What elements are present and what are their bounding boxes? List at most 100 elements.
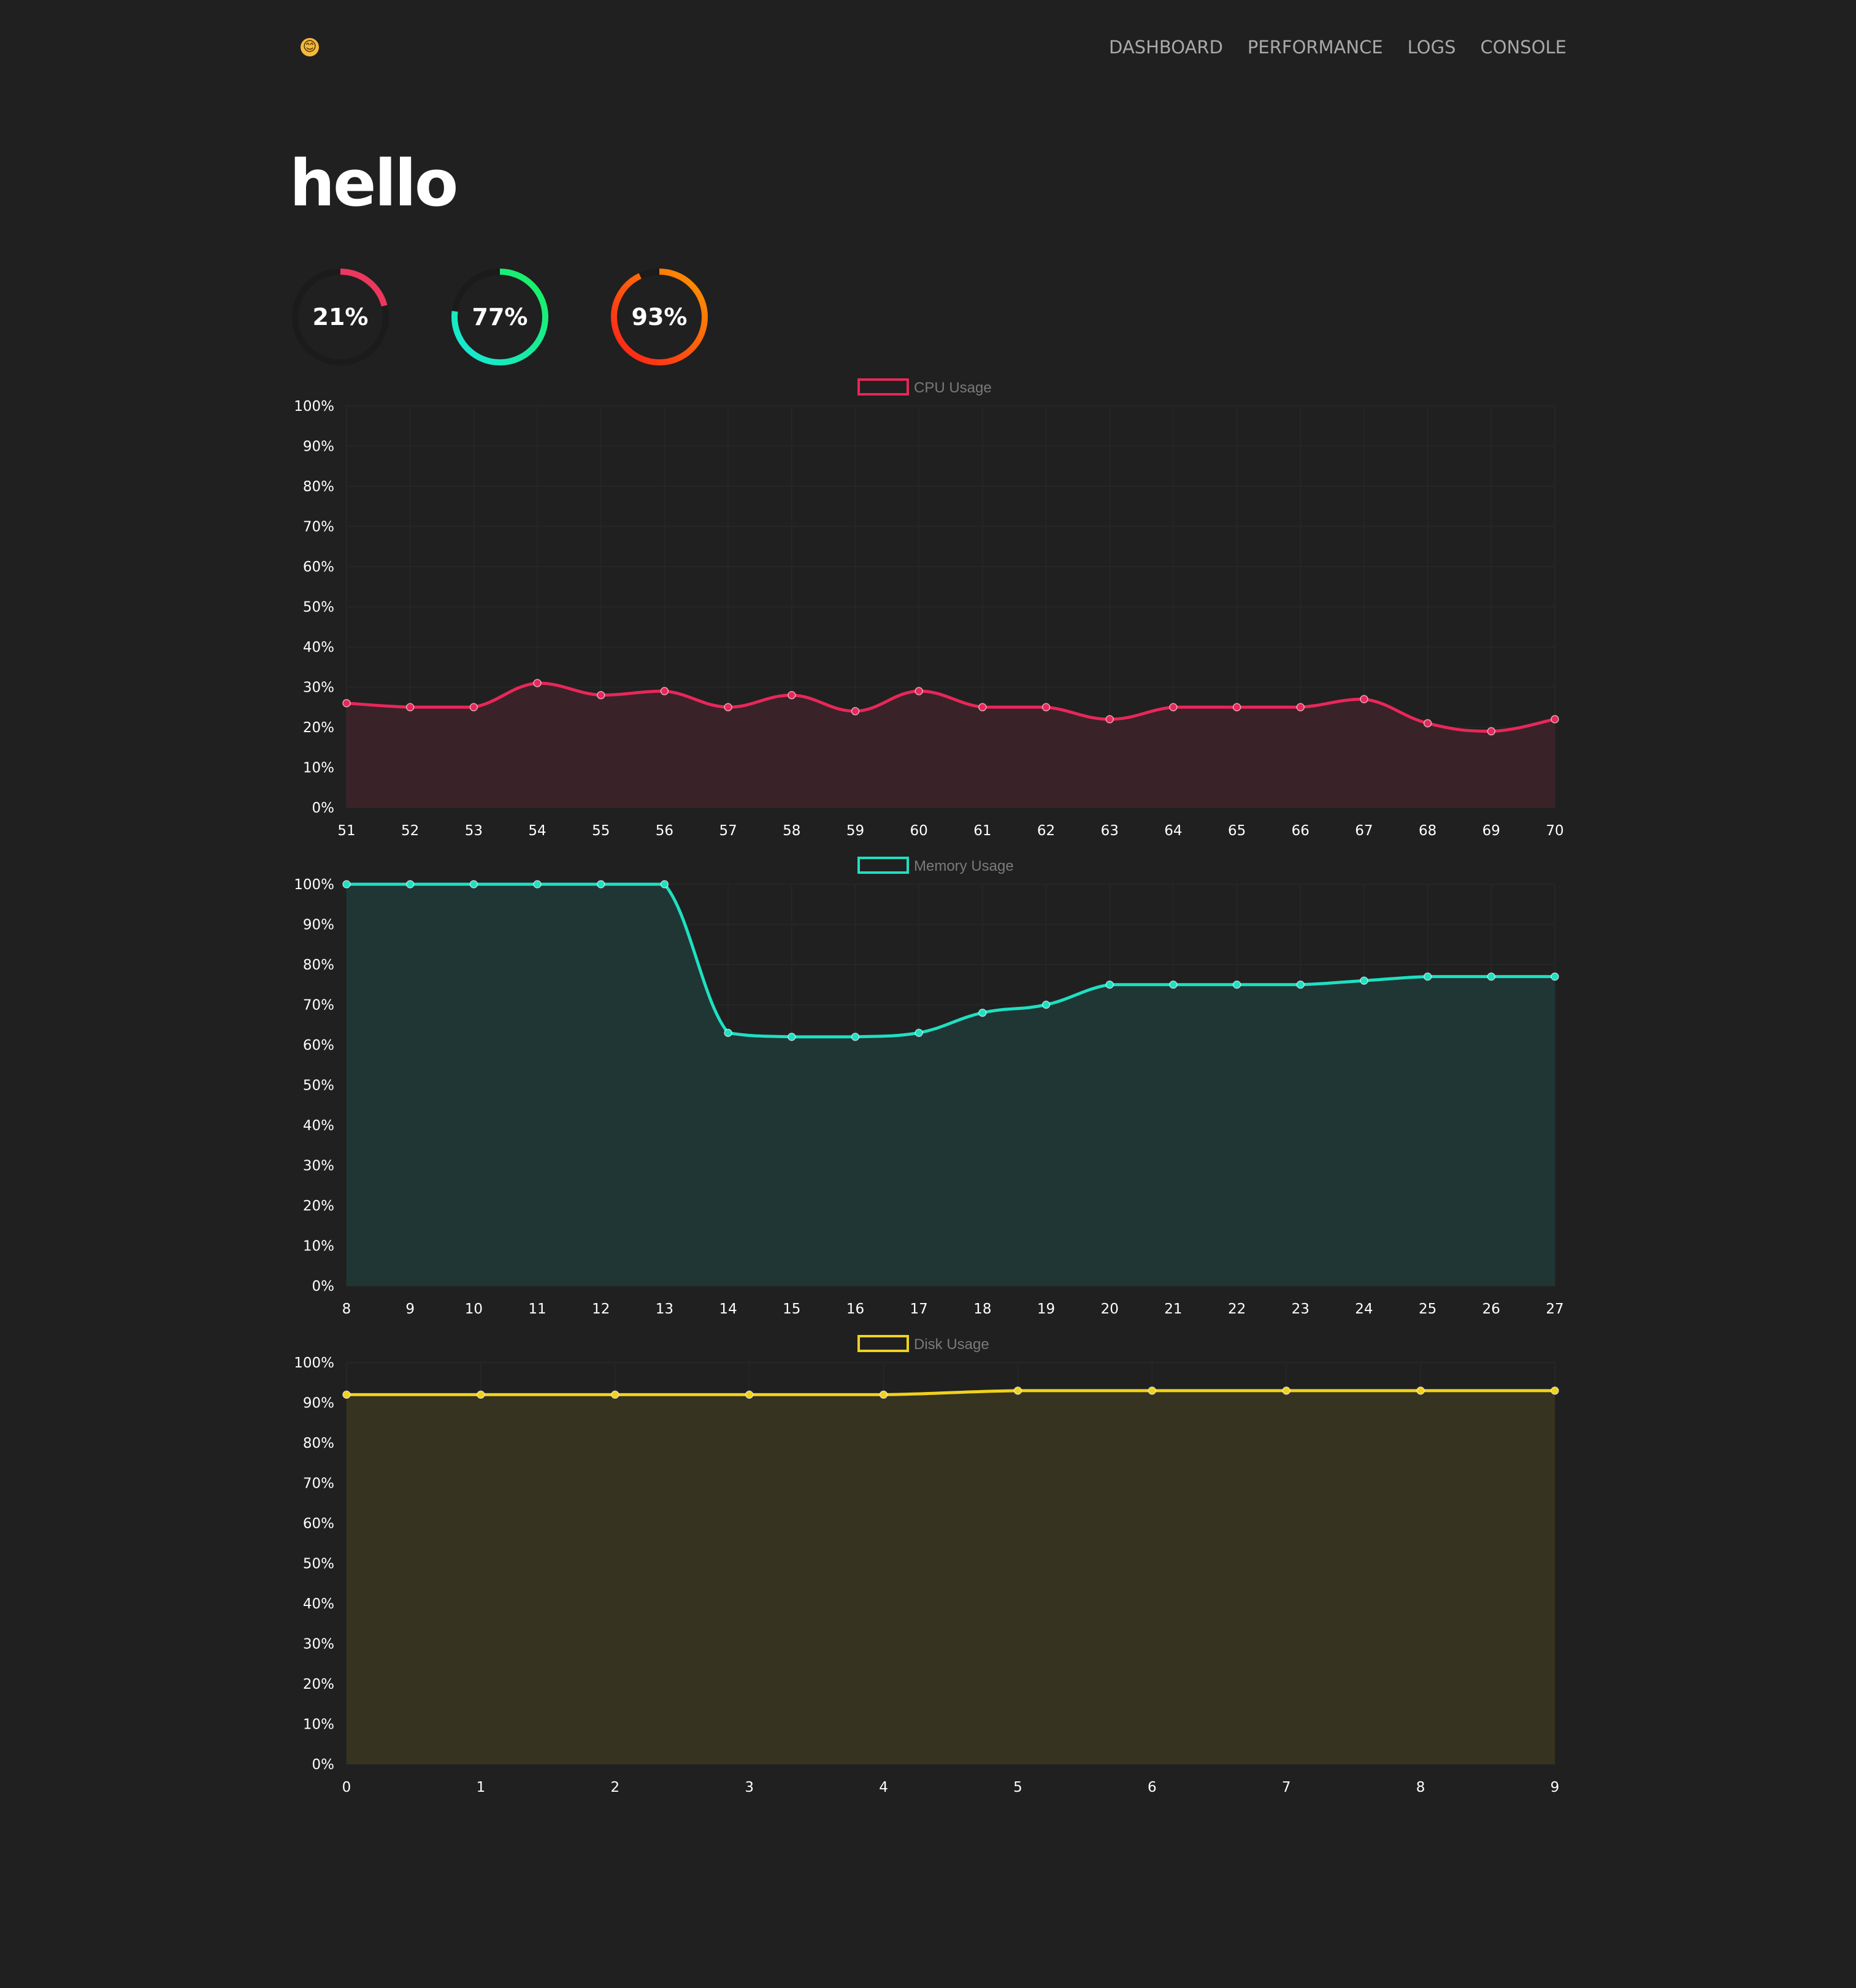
data-point [660, 687, 669, 695]
x-tick-label: 52 [401, 823, 419, 839]
gauge-memory: 77% [448, 265, 552, 369]
y-tick-label: 20% [303, 720, 334, 736]
gauge-memory-ring [451, 269, 548, 365]
x-tick-label: 18 [973, 1301, 991, 1317]
data-point [660, 880, 669, 889]
series-line [346, 681, 1555, 733]
data-point [342, 1390, 351, 1399]
nav-console[interactable]: CONSOLE [1480, 37, 1566, 58]
top-nav: DASHBOARD PERFORMANCE LOGS CONSOLE [1109, 37, 1566, 58]
data-point [1232, 703, 1241, 711]
data-point [915, 1028, 923, 1038]
x-tick-label: 8 [1416, 1780, 1425, 1795]
x-tick-label: 21 [1164, 1301, 1182, 1317]
y-tick-label: 50% [303, 1556, 334, 1572]
data-point [1360, 976, 1368, 985]
x-tick-label: 26 [1482, 1301, 1500, 1317]
y-tick-label: 100% [294, 1355, 334, 1371]
nav-performance[interactable]: PERFORMANCE [1247, 37, 1383, 58]
x-tick-label: 59 [846, 823, 864, 839]
y-tick-label: 40% [303, 1596, 334, 1612]
x-tick-label: 54 [528, 823, 546, 839]
y-tick-label: 20% [303, 1676, 334, 1692]
legend-label: CPU Usage [914, 380, 992, 396]
x-tick-label: 63 [1101, 823, 1119, 839]
data-point [405, 880, 415, 889]
y-tick-label: 80% [303, 1436, 334, 1451]
x-tick-label: 66 [1292, 823, 1310, 839]
x-tick-label: 62 [1037, 823, 1055, 839]
x-tick-label: 4 [879, 1780, 888, 1795]
series-line [347, 882, 1555, 1039]
data-point [724, 1028, 732, 1038]
data-point [1487, 972, 1496, 981]
y-tick-label: 30% [303, 1158, 334, 1174]
y-tick-label: 80% [303, 957, 334, 973]
x-tick-label: 19 [1037, 1301, 1055, 1317]
x-tick-label: 16 [846, 1301, 864, 1317]
memory-usage-chart-svg: Memory Usage100%90%80%70%60%50%40%30%20%… [294, 857, 1564, 1317]
y-tick-label: 70% [303, 1476, 334, 1492]
y-tick-label: 0% [312, 1279, 335, 1294]
legend-label: Disk Usage [914, 1336, 989, 1353]
data-point [533, 679, 542, 687]
cpu-usage-chart: CPU Usage 100% 90% 80% 70% 60% 50% 40% 30% 20% 10%… [282, 371, 1570, 843]
y-tick-label: 50% [303, 600, 334, 616]
legend-label: Memory Usage [914, 858, 1014, 874]
data-point [1551, 715, 1559, 724]
series-line [347, 1389, 1555, 1396]
y-tick-label: 100% [294, 399, 334, 415]
data-point [469, 703, 478, 711]
gauge-arc [611, 269, 708, 365]
disk-usage-chart-svg: Disk Usage100%90%80%70%60%50%40%30%20%10… [294, 1335, 1559, 1795]
data-point [724, 703, 732, 711]
data-point [1416, 1386, 1425, 1395]
data-point [596, 690, 605, 700]
x-tick-label: 55 [592, 823, 610, 839]
x-tick-label: 15 [783, 1301, 800, 1317]
y-tick-label: 90% [303, 439, 334, 455]
x-tick-label: 70 [1546, 823, 1563, 839]
x-tick-label: 24 [1355, 1301, 1373, 1317]
y-tick-label: 70% [303, 998, 334, 1014]
data-point [1487, 727, 1496, 736]
gauge-memory-label: 77% [472, 304, 528, 331]
data-point [1232, 981, 1241, 989]
data-point [1105, 981, 1114, 989]
series-area [347, 682, 1555, 808]
data-point [342, 698, 351, 708]
page-title: hello [290, 146, 458, 221]
gauge-arc [451, 269, 548, 365]
nav-dashboard[interactable]: DASHBOARD [1109, 37, 1223, 58]
y-tick-label: 20% [303, 1198, 334, 1214]
nav-logs[interactable]: LOGS [1407, 37, 1456, 58]
legend-swatch [857, 1335, 909, 1352]
data-point [851, 1033, 860, 1041]
x-tick-label: 61 [973, 823, 991, 839]
data-point [978, 1008, 987, 1017]
x-tick-label: 67 [1355, 823, 1373, 839]
gauge-disk-label: 93% [631, 304, 688, 331]
y-tick-label: 40% [303, 1118, 334, 1134]
x-tick-label: 57 [719, 823, 737, 839]
gauge-disk-ring [611, 269, 708, 365]
logo-icon[interactable]: 😊 [301, 38, 319, 56]
data-point [1296, 703, 1305, 711]
x-tick-label: 60 [910, 823, 928, 839]
x-tick-label: 22 [1228, 1301, 1246, 1317]
y-tick-label: 50% [303, 1078, 334, 1094]
x-tick-label: 13 [656, 1301, 673, 1317]
data-point [788, 690, 796, 700]
x-tick-label: 14 [719, 1301, 737, 1317]
data-point [405, 703, 415, 711]
x-tick-label: 23 [1292, 1301, 1310, 1317]
x-tick-label: 64 [1164, 823, 1182, 839]
x-tick-label: 20 [1101, 1301, 1119, 1317]
x-tick-label: 65 [1228, 823, 1246, 839]
x-tick-label: 7 [1282, 1780, 1291, 1795]
data-point [1282, 1386, 1290, 1395]
data-point [1423, 719, 1432, 728]
gauge-cpu: 21% [288, 265, 393, 369]
data-point [1169, 703, 1178, 711]
data-point [1551, 972, 1559, 981]
